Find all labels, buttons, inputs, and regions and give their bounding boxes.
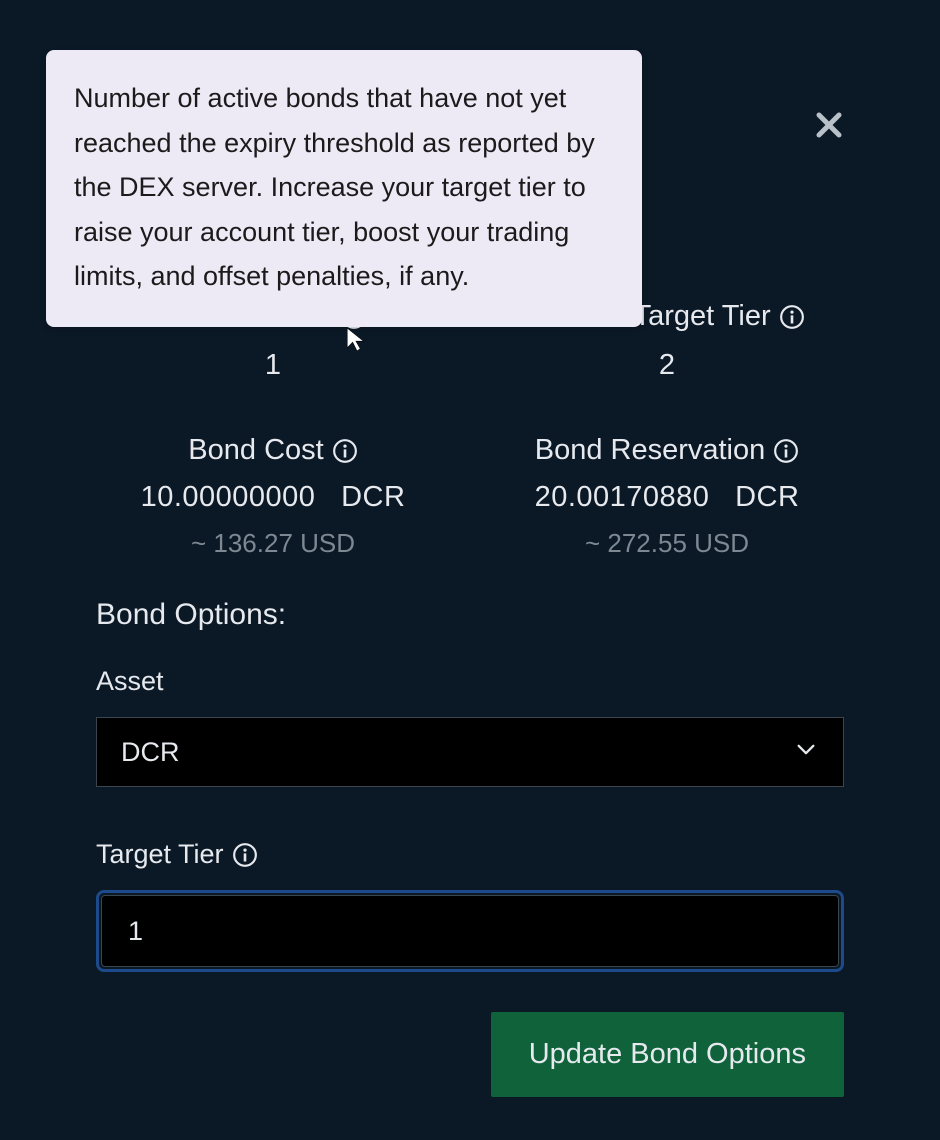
unit: DCR (341, 481, 405, 513)
asset-label: Asset (96, 666, 164, 697)
target-tier-label: Target Tier (96, 839, 258, 870)
unit: DCR (735, 481, 799, 513)
stat-label: Bond Cost (188, 434, 357, 467)
cursor-pointer-icon (344, 326, 370, 357)
stat-value: 1 (96, 349, 450, 382)
stat-value: 20.00170880 DCR (490, 481, 844, 514)
asset-select[interactable]: DCR (96, 717, 844, 787)
tooltip-text: Number of active bonds that have not yet… (74, 83, 595, 291)
current-tier-tooltip: Number of active bonds that have not yet… (46, 50, 642, 327)
bond-options-form: Bond Options: Asset DCR Target Tier Upda… (96, 598, 844, 1097)
stat-label: Bond Reservation (535, 434, 800, 467)
label-text: Bond Cost (188, 434, 323, 467)
close-button[interactable] (814, 110, 844, 145)
info-icon[interactable] (332, 438, 358, 464)
update-bond-options-button[interactable]: Update Bond Options (491, 1012, 844, 1097)
button-row: Update Bond Options (96, 1012, 844, 1097)
bond-options-modal: Number of active bonds that have not yet… (0, 0, 940, 1140)
asset-select-value: DCR (121, 737, 180, 768)
amount: 20.00170880 (535, 481, 710, 513)
info-icon[interactable] (232, 842, 258, 868)
stat-sub-usd: ~ 136.27 USD (96, 528, 450, 559)
section-title: Bond Options: (96, 598, 844, 632)
stat-sub-usd: ~ 272.55 USD (490, 528, 844, 559)
stat-value: 10.00000000 DCR (96, 481, 450, 514)
chevron-down-icon (795, 737, 817, 768)
target-tier-input[interactable] (101, 895, 839, 967)
label-text: Target Tier (96, 839, 224, 870)
info-icon[interactable] (779, 304, 805, 330)
stat-bond-reservation: Bond Reservation 20.00170880 DCR ~ 272.5… (490, 434, 844, 559)
close-icon (814, 110, 844, 140)
stats-grid: Current Tier 1 Current Target Tier 2 Bon… (96, 300, 844, 559)
info-icon[interactable] (773, 438, 799, 464)
stat-bond-cost: Bond Cost 10.00000000 DCR ~ 136.27 USD (96, 434, 450, 559)
label-text: Bond Reservation (535, 434, 766, 467)
amount: 10.00000000 (141, 481, 316, 513)
target-tier-input-wrap (96, 890, 844, 972)
stat-value: 2 (490, 349, 844, 382)
